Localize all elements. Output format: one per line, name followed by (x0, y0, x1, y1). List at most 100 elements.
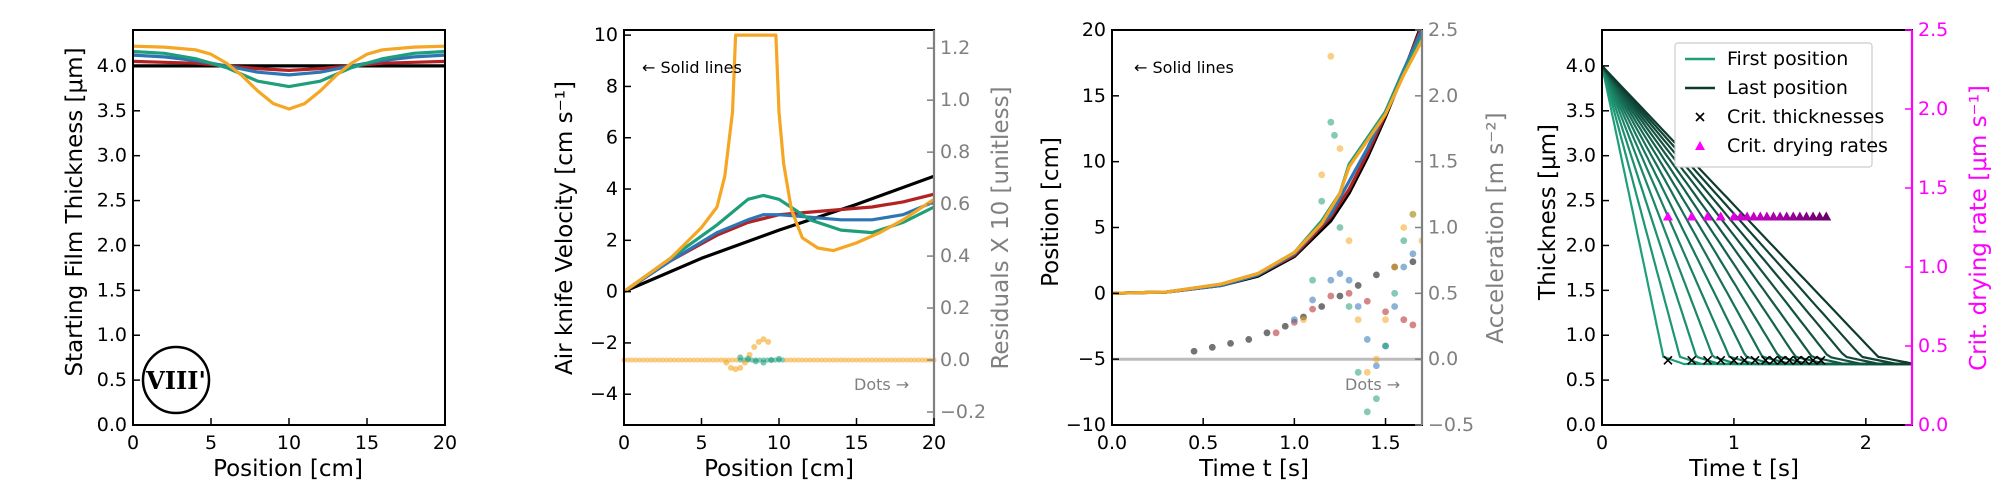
acceleration-dot (1327, 276, 1335, 284)
acceleration-dot (1336, 224, 1344, 231)
y2-tick-label: 2.5 (1918, 19, 1948, 41)
crit-rate-marker (1748, 211, 1759, 221)
acceleration-dot (1373, 271, 1380, 279)
y2-tick-label: 0.4 (940, 245, 970, 267)
residual-dot (795, 357, 801, 363)
y-tick-label: 5 (1094, 217, 1106, 239)
y2-tick-label: 0.0 (1918, 414, 1948, 436)
crit-thickness-marker (1768, 355, 1779, 365)
legend-box (1674, 42, 1873, 168)
residual-dot (706, 357, 712, 363)
x-tick-label: 5 (205, 432, 217, 454)
x-tick-label: 10 (767, 432, 791, 454)
acceleration-dot (1354, 303, 1362, 310)
y-tick-label: −2 (590, 332, 618, 354)
acceleration-dot (1409, 250, 1417, 258)
x-tick-label: 0.5 (1188, 432, 1218, 454)
residual-dot (765, 338, 772, 345)
y-tick-label: 0.5 (97, 369, 127, 391)
solid-lines-note: ← Solid lines (1134, 58, 1234, 77)
residual-dot (652, 357, 658, 363)
acceleration-dot (1318, 303, 1326, 310)
residual-dot (826, 357, 832, 363)
x-tick-label: 0.0 (1097, 432, 1127, 454)
acceleration-dot (1272, 329, 1280, 337)
thickness-curve (1602, 65, 1912, 366)
y2-tick-label: 1.5 (1918, 177, 1948, 199)
acceleration-dot (1409, 321, 1417, 329)
residual-dot (727, 364, 734, 371)
acceleration-dot (1363, 368, 1371, 376)
acceleration-dot (1190, 347, 1198, 355)
y-axis-label: Air knife Velocity [cm s⁻¹] (552, 81, 578, 375)
residual-dot (636, 357, 643, 363)
residual-dot (625, 357, 631, 363)
acceleration-dot (1208, 343, 1216, 351)
acceleration-dot (1345, 237, 1353, 245)
residual-dot (729, 357, 736, 363)
series-line (624, 174, 934, 294)
legend-triangle-marker (1695, 141, 1705, 150)
residual-dot (755, 338, 762, 345)
y-tick-label: 15 (1082, 85, 1106, 107)
x-tick-label: 20 (433, 432, 457, 454)
y-tick-label: 3.0 (97, 145, 127, 167)
y2-tick-label: 1.0 (1918, 256, 1948, 278)
panel-air-knife-velocity: 0 5 10 15 20 −4 −2 0 2 4 6 8 10 −0.2 0.0 0.2 0.4 0.6 0.8 1.… (552, 24, 1014, 482)
crit-thickness-marker (1816, 355, 1826, 365)
y2-axis-label: Crit. drying rate [μm s⁻¹] (1966, 85, 1992, 371)
residual-dot (915, 357, 922, 363)
residual-dot (877, 357, 883, 363)
residual-dot (751, 344, 758, 351)
thickness-curve (1602, 65, 1912, 366)
y2-tick-label: 0.0 (1428, 348, 1458, 370)
thickness-curve (1602, 65, 1912, 366)
crit-rate-marker (1742, 211, 1753, 221)
acceleration-dot (1400, 224, 1408, 231)
x-tick-label: 20 (922, 432, 946, 454)
acceleration-dot (1318, 197, 1326, 205)
crit-rate-marker (1794, 211, 1805, 221)
y-tick-label: 8 (606, 75, 618, 97)
acceleration-dot (1391, 303, 1399, 310)
residual-dot (908, 357, 914, 363)
y-tick-label: 3.0 (1566, 145, 1596, 167)
residual-dot (919, 357, 925, 363)
acceleration-dot (1400, 237, 1408, 245)
badge-label: VIII' (145, 366, 206, 395)
crit-rate-marker (1768, 211, 1779, 221)
thickness-curve (1602, 65, 1912, 366)
residual-dot (857, 357, 863, 363)
series-line (624, 200, 934, 293)
acceleration-dot (1354, 316, 1362, 324)
dots-note: Dots → (854, 375, 909, 394)
residual-dot (760, 336, 767, 343)
residual-dot (834, 357, 840, 363)
legend-label: Crit. drying rates (1727, 135, 1888, 157)
crit-rate-marker (1702, 211, 1713, 221)
residual-dot (850, 357, 856, 363)
y-tick-label: 0.5 (1566, 369, 1596, 391)
acceleration-dot (1227, 339, 1234, 347)
residual-dot (737, 354, 744, 361)
crit-thickness-marker (1729, 355, 1739, 365)
y-tick-label: 0 (1094, 282, 1106, 304)
y-tick-label: 2.0 (1566, 234, 1596, 256)
acceleration-dot (1400, 316, 1408, 324)
x-tick-label: 1.5 (1370, 432, 1400, 454)
y2-tick-label: 2.0 (1918, 98, 1948, 120)
crit-rate-marker (1686, 211, 1697, 221)
acceleration-dot (1300, 316, 1307, 324)
thickness-curve (1602, 65, 1912, 366)
acceleration-dot (1309, 305, 1316, 313)
acceleration-dot (1354, 282, 1362, 289)
y2-axis-label: Acceleration [m s⁻²] (1483, 112, 1509, 343)
plot-area: 0 5 10 15 20 0.0 0.5 1.0 1.5 2.0 2.5 3.0 3.5 4.0 (97, 29, 457, 454)
residual-dot (671, 357, 677, 363)
y2-tick-label: 0.8 (940, 141, 970, 163)
residual-dot (667, 357, 674, 363)
panel-position-time: 0.0 0.5 1.0 1.5 −10 −5 0 5 10 15 20 −0.5 0.0 0.5 1.0 1.… (1038, 19, 1509, 482)
residual-dot (687, 357, 693, 363)
crit-thickness-marker (1739, 355, 1750, 365)
